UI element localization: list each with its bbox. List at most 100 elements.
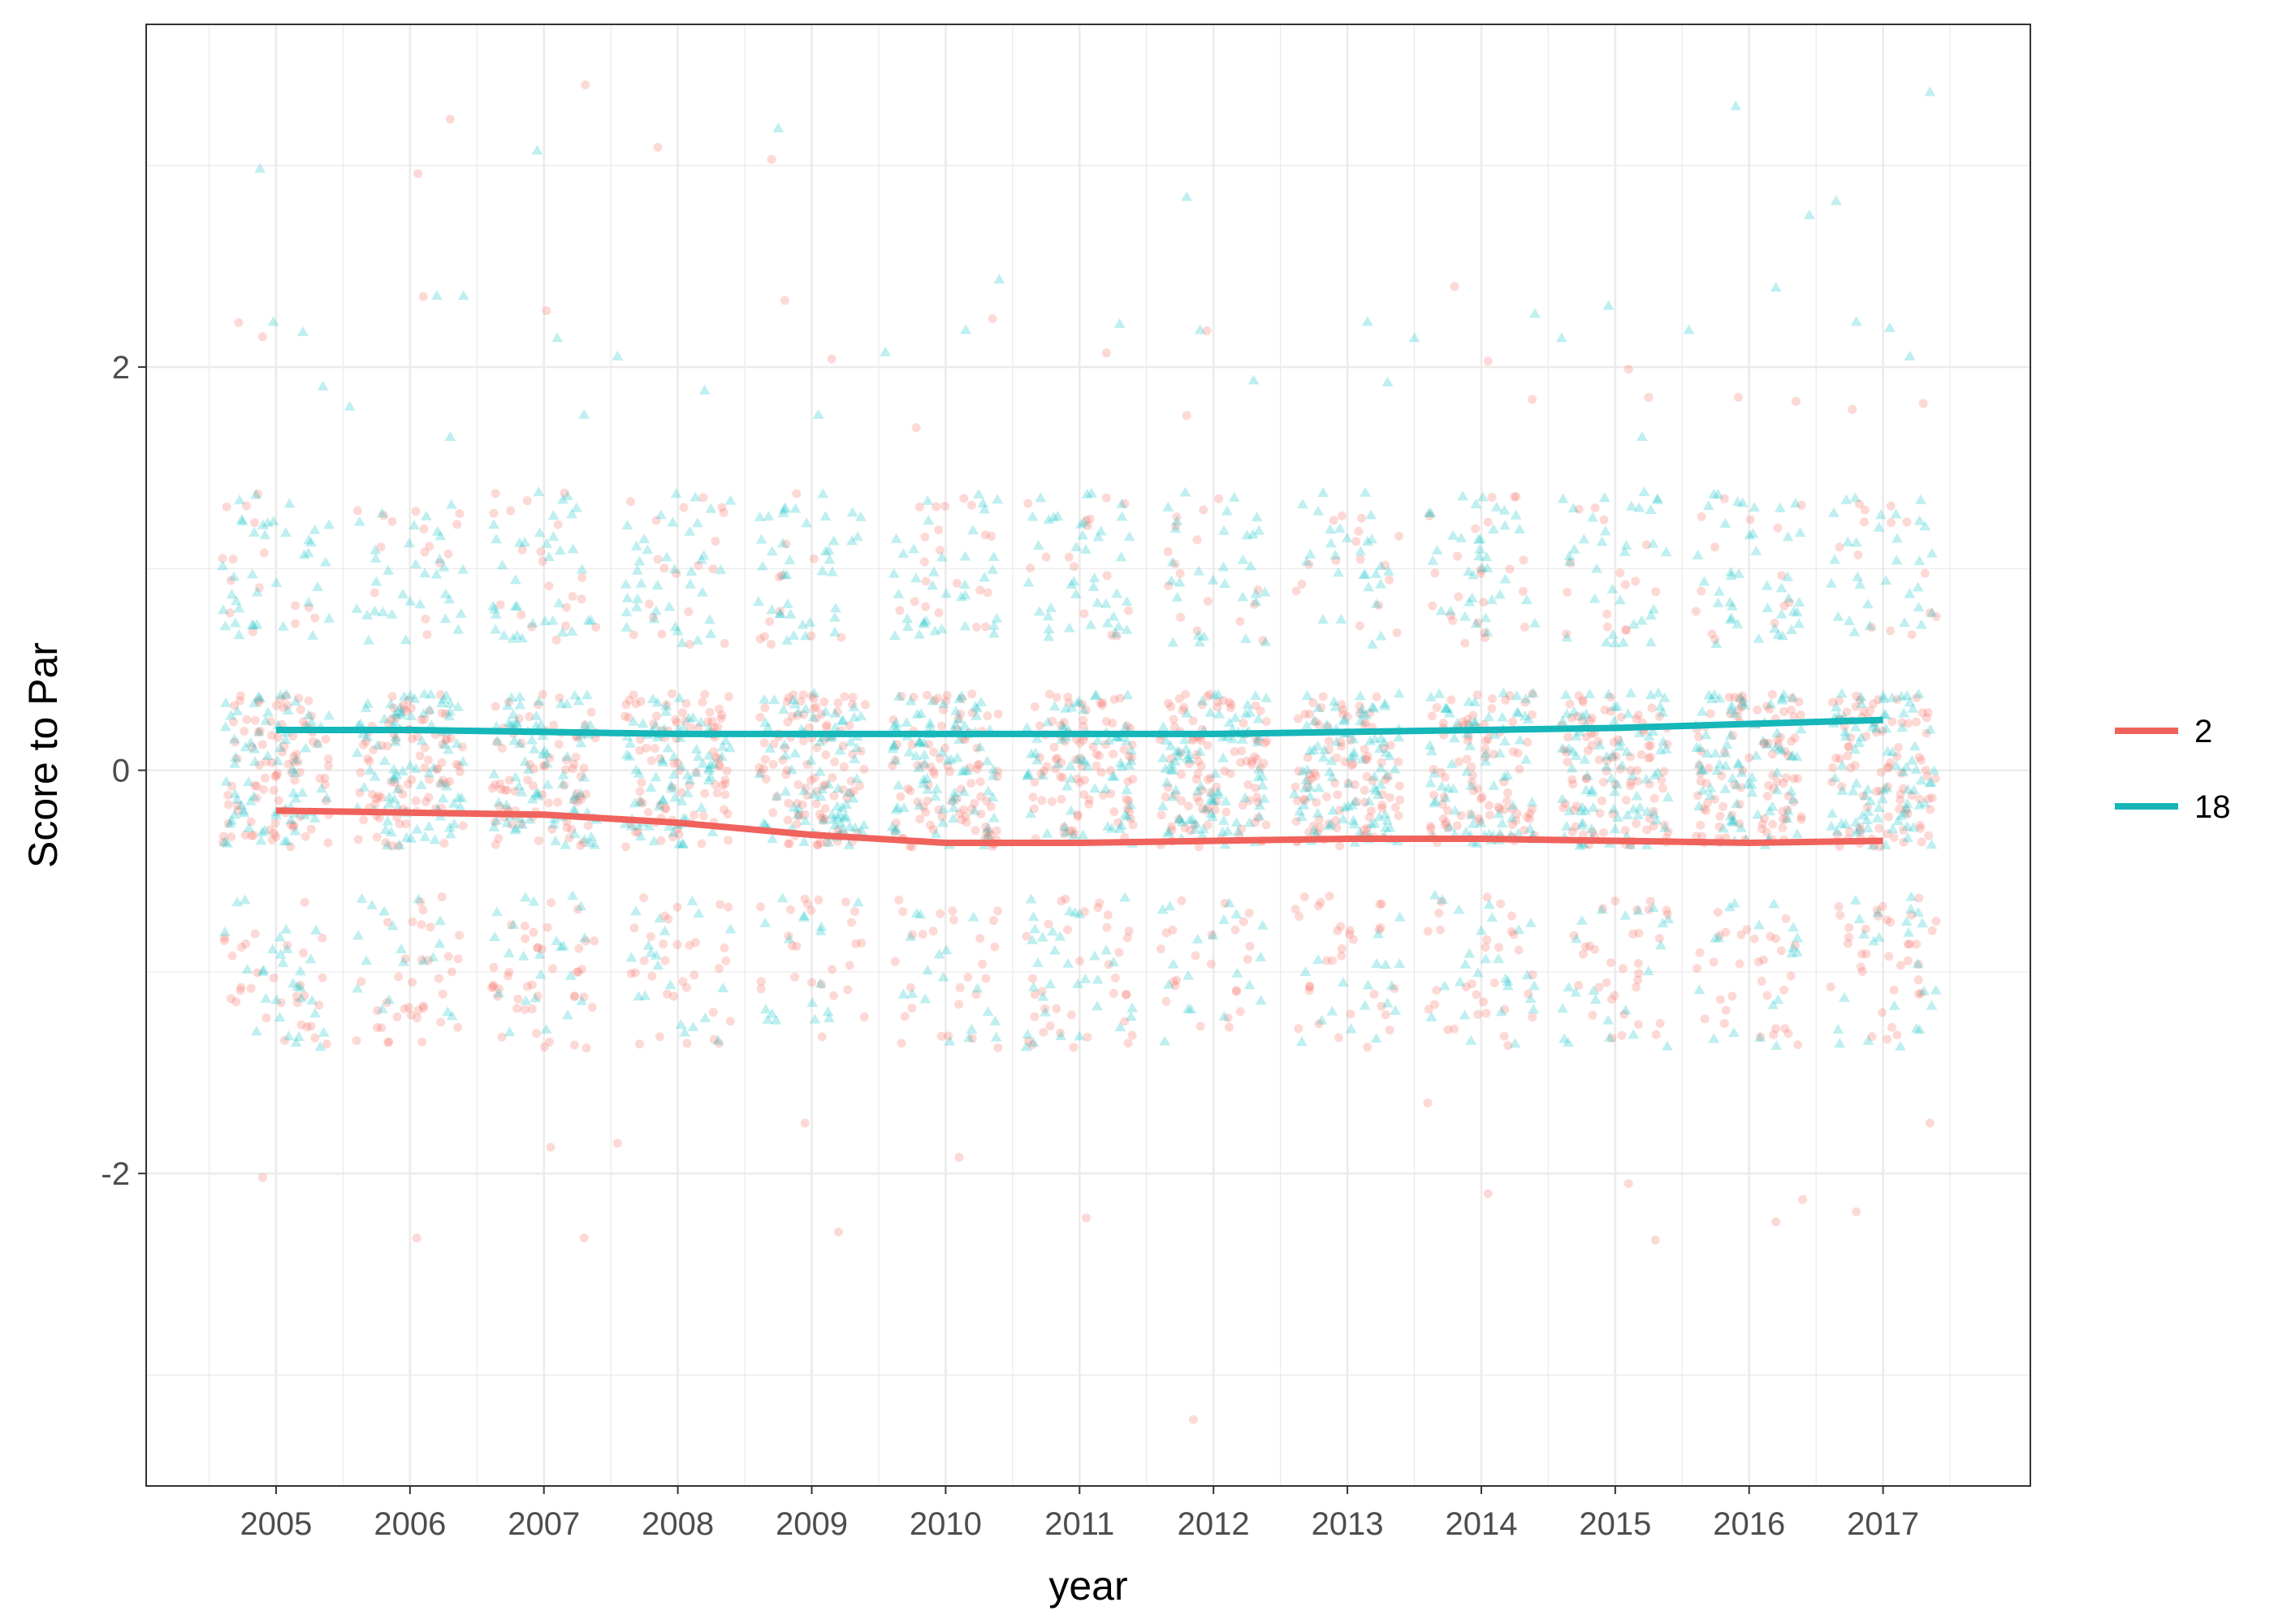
data-point: [1913, 515, 1926, 525]
data-point: [1474, 543, 1486, 554]
data-point: [1890, 759, 1902, 770]
data-point: [543, 922, 552, 932]
data-point: [923, 780, 933, 790]
data-point: [1557, 1003, 1569, 1013]
data-point: [1878, 693, 1890, 703]
data-point: [576, 995, 588, 1005]
data-point: [1359, 1000, 1371, 1010]
data-point: [1715, 995, 1725, 1004]
data-point: [947, 797, 957, 806]
data-point: [578, 833, 590, 844]
data-point: [901, 613, 913, 624]
data-point: [1511, 816, 1520, 826]
data-point: [1898, 707, 1910, 718]
data-point: [661, 551, 672, 562]
data-point: [1490, 501, 1502, 512]
data-point: [404, 538, 415, 548]
data-point: [757, 560, 768, 571]
data-point: [936, 551, 948, 562]
data-point: [1912, 717, 1922, 727]
data-point: [957, 815, 966, 824]
data-point: [533, 943, 543, 952]
data-point: [1253, 813, 1263, 823]
data-point: [653, 801, 665, 811]
data-point: [770, 1014, 782, 1025]
data-point: [1608, 803, 1619, 814]
data-point: [1196, 829, 1208, 840]
data-point: [1480, 755, 1492, 766]
data-point: [379, 824, 391, 834]
data-point: [1458, 717, 1468, 727]
data-point: [1926, 839, 1938, 849]
data-point: [1079, 789, 1089, 799]
data-point: [569, 805, 581, 815]
data-point: [541, 748, 553, 758]
data-point: [681, 699, 691, 708]
data-point: [1044, 919, 1053, 929]
data-point: [1707, 629, 1717, 639]
data-point: [800, 894, 810, 904]
data-point: [1654, 711, 1664, 721]
data-point: [755, 533, 767, 544]
data-point: [1121, 990, 1131, 1000]
data-point: [527, 1004, 537, 1014]
data-point: [1057, 896, 1066, 906]
data-point: [771, 790, 783, 801]
data-point: [1520, 826, 1529, 835]
data-point: [1855, 823, 1865, 832]
data-point: [966, 1023, 978, 1034]
data-point: [833, 698, 843, 708]
data-point: [497, 1032, 507, 1042]
data-point: [1471, 837, 1482, 848]
data-point: [684, 607, 694, 616]
data-point: [562, 490, 573, 500]
data-point: [525, 759, 534, 769]
data-point: [660, 706, 672, 716]
data-point: [918, 616, 930, 627]
data-point: [1389, 763, 1401, 774]
data-point: [1762, 603, 1774, 612]
data-point: [919, 993, 932, 1004]
data-point: [1098, 698, 1108, 707]
data-point: [1499, 805, 1509, 814]
data-point: [1645, 689, 1657, 699]
data-point: [1237, 824, 1247, 834]
data-point: [1355, 555, 1365, 564]
data-point: [1052, 1004, 1061, 1013]
data-point: [621, 520, 633, 530]
data-point: [442, 1006, 454, 1017]
data-point: [1580, 784, 1592, 795]
data-point: [1347, 733, 1360, 744]
data-point: [1924, 777, 1936, 788]
data-point: [1650, 1235, 1660, 1245]
data-point: [1926, 607, 1938, 617]
data-point: [1641, 806, 1654, 816]
data-point: [1862, 802, 1872, 812]
data-point: [906, 988, 919, 998]
data-point: [855, 781, 865, 791]
data-point: [1052, 693, 1061, 702]
data-point: [1621, 745, 1633, 756]
data-point: [1489, 728, 1501, 739]
data-point: [1360, 797, 1370, 807]
data-point: [1429, 767, 1440, 778]
data-point: [1746, 787, 1758, 797]
data-point: [1480, 628, 1489, 637]
data-point: [954, 1000, 964, 1009]
data-point: [1082, 760, 1094, 771]
data-point: [1383, 750, 1395, 761]
data-point: [446, 733, 456, 743]
data-point: [531, 145, 543, 155]
data-point: [1303, 783, 1312, 793]
data-point: [433, 764, 443, 773]
data-point: [497, 743, 507, 753]
data-point: [886, 821, 898, 831]
data-point: [839, 812, 851, 823]
data-point: [1645, 609, 1657, 620]
data-point: [262, 1013, 271, 1023]
data-point: [371, 793, 381, 803]
data-point: [1206, 811, 1218, 822]
data-point: [1727, 991, 1737, 1001]
data-point: [809, 693, 819, 703]
data-point: [1309, 768, 1319, 778]
